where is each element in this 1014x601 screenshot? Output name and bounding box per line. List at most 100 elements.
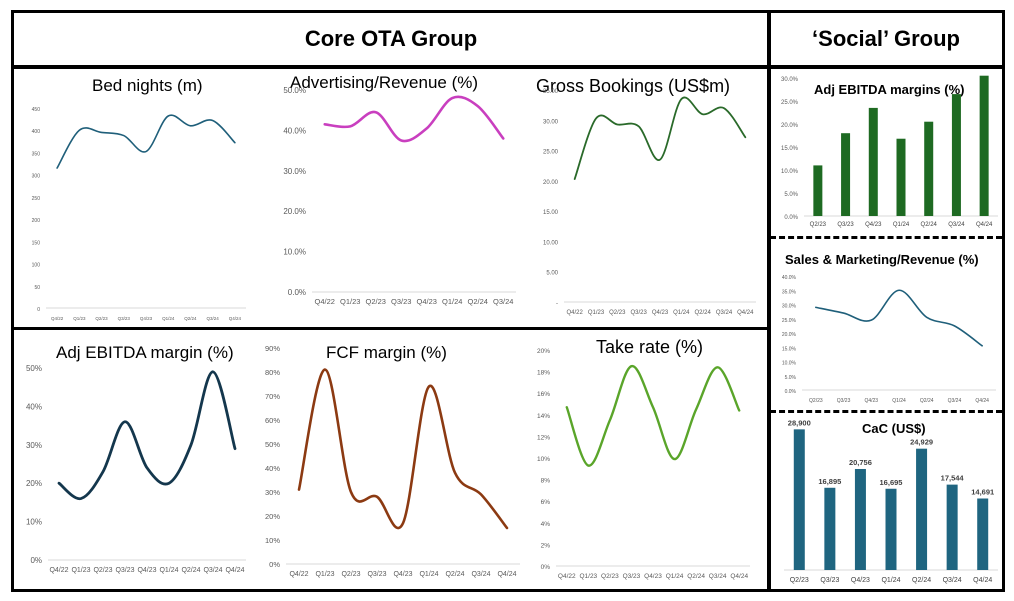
x-tick-label: Q3/23	[837, 222, 854, 228]
bar	[924, 121, 934, 216]
y-tick-label: 10.0%	[283, 248, 306, 257]
bar	[841, 133, 851, 216]
x-tick-label: Q4/24	[737, 310, 754, 316]
x-tick-label: Q4/24	[497, 571, 516, 578]
chart-title: CaC (US$)	[862, 421, 926, 436]
x-tick-label: Q4/22	[51, 316, 64, 321]
x-tick-label: Q3/23	[115, 567, 134, 574]
x-tick-label: Q2/23	[93, 567, 112, 574]
bar	[896, 138, 906, 216]
y-tick-label: 5.0%	[784, 192, 798, 198]
x-tick-label: Q1/24	[673, 310, 690, 316]
x-tick-label: Q2/23	[810, 222, 827, 228]
y-tick-label: 30.0%	[283, 167, 306, 176]
y-tick-label: 40%	[265, 464, 280, 473]
x-tick-label: Q4/22	[289, 571, 308, 578]
y-tick-label: 250	[32, 196, 41, 202]
x-tick-label: Q3/24	[471, 571, 490, 578]
y-tick-label: 16%	[537, 391, 550, 398]
x-tick-label: Q3/24	[203, 567, 222, 574]
y-tick-label: 12%	[537, 434, 550, 441]
y-tick-label: 40.0%	[283, 126, 306, 135]
chart-title: Take rate (%)	[596, 337, 704, 357]
x-tick-label: Q1/24	[442, 297, 462, 306]
y-tick-label: 35.00	[543, 89, 559, 95]
y-tick-label: 30.0%	[782, 304, 797, 310]
y-tick-label: 20.0%	[782, 332, 797, 338]
y-tick-label: 20%	[537, 348, 550, 355]
x-tick-label: Q4/23	[851, 577, 870, 584]
y-tick-label: 5.0%	[785, 375, 797, 381]
y-tick-label: 0	[37, 307, 40, 313]
x-tick-label: Q1/23	[579, 573, 597, 580]
y-tick-label: 15.0%	[781, 146, 799, 152]
y-tick-label: 350	[32, 151, 41, 157]
x-tick-label: Q3/23	[623, 573, 641, 580]
y-tick-label: 0%	[541, 564, 551, 571]
y-tick-label: -	[556, 301, 558, 307]
x-tick-label: Q4/22	[566, 310, 583, 316]
y-tick-label: 80%	[265, 368, 280, 377]
y-tick-label: 20%	[265, 512, 280, 521]
y-tick-label: 6%	[541, 499, 551, 506]
data-label: 20,756	[849, 458, 872, 467]
y-tick-label: 25.0%	[782, 318, 797, 324]
data-label: 16,895	[818, 477, 841, 486]
y-tick-label: 40.0%	[782, 275, 797, 281]
x-tick-label: Q3/23	[630, 310, 647, 316]
y-tick-label: 50.0%	[283, 86, 306, 95]
x-tick-label: Q3/24	[716, 310, 733, 316]
y-tick-label: 10%	[537, 456, 550, 463]
bar	[854, 468, 866, 570]
x-tick-label: Q2/24	[181, 567, 200, 574]
x-tick-label: Q2/24	[912, 577, 931, 584]
x-tick-label: Q2/24	[687, 573, 705, 580]
data-label: 28,900	[788, 418, 811, 427]
bar	[868, 107, 878, 216]
x-tick-label: Q4/24	[730, 573, 748, 580]
chart-title: Adj EBITDA margin (%)	[56, 343, 234, 362]
y-tick-label: 14%	[537, 413, 550, 420]
bar	[916, 448, 928, 570]
x-tick-label: Q4/22	[558, 573, 576, 580]
y-tick-label: 18%	[537, 370, 550, 377]
x-tick-label: Q3/24	[948, 398, 962, 404]
gross-bookings-chart: Gross Bookings (US$m) - 5.00 10.00 15.00 20.…	[530, 70, 768, 325]
x-tick-label: Q4/23	[417, 297, 437, 306]
y-tick-label: 20.0%	[781, 123, 799, 129]
y-tick-label: 10.0%	[782, 361, 797, 367]
x-tick-label: Q2/23	[95, 316, 108, 321]
y-tick-label: 60%	[265, 416, 280, 425]
series-line	[57, 370, 237, 500]
social-divider-1	[770, 236, 1002, 239]
x-tick-label: Q4/24	[975, 398, 989, 404]
y-tick-label: 0%	[30, 556, 42, 565]
y-tick-label: 20%	[26, 479, 42, 488]
y-tick-label: 25.0%	[781, 100, 799, 106]
data-label: 14,691	[971, 488, 994, 497]
x-tick-label: Q3/23	[391, 297, 411, 306]
x-tick-label: Q2/23	[790, 577, 809, 584]
y-tick-label: 8%	[541, 478, 551, 485]
y-tick-label: 70%	[265, 392, 280, 401]
chart-title: Sales & Marketing/Revenue (%)	[785, 252, 979, 267]
x-tick-label: Q4/23	[865, 222, 882, 228]
y-tick-label: 4%	[541, 521, 551, 528]
x-tick-label: Q3/24	[493, 297, 513, 306]
bar	[824, 487, 836, 570]
x-tick-label: Q2/23	[809, 398, 823, 404]
x-tick-label: Q4/22	[49, 567, 68, 574]
series-line	[573, 96, 747, 180]
x-tick-label: Q4/23	[652, 310, 669, 316]
x-tick-label: Q1/24	[893, 222, 910, 228]
x-tick-label: Q4/23	[864, 398, 878, 404]
y-tick-label: 10.00	[543, 240, 559, 246]
x-tick-label: Q4/23	[137, 567, 156, 574]
x-tick-label: Q1/23	[315, 571, 334, 578]
chart-title: Bed nights (m)	[92, 76, 203, 95]
y-tick-label: 25.00	[543, 150, 559, 156]
take-rate-chart: Take rate (%) 0% 2% 4% 6% 8% 10% 12% 14% 16% 18% 2…	[530, 332, 768, 590]
core-row-divider	[11, 327, 771, 330]
series-line	[297, 368, 509, 530]
y-tick-label: 0.0%	[784, 215, 798, 221]
